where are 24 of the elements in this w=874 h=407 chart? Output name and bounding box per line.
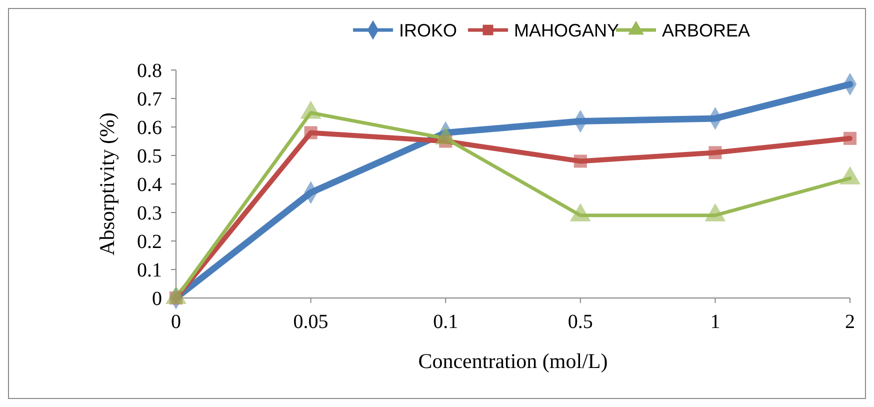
legend-label: IROKO bbox=[399, 20, 458, 40]
legend-label: MAHOGANY bbox=[514, 20, 620, 40]
point bbox=[843, 132, 857, 145]
y-tick-label: 0.8 bbox=[137, 60, 162, 82]
x-tick-label: 2 bbox=[845, 311, 855, 333]
x-tick-label: 0.1 bbox=[433, 311, 458, 333]
y-tick-label: 0.2 bbox=[137, 231, 162, 253]
legend-label: ARBOREA bbox=[662, 20, 750, 40]
y-tick-label: 0.1 bbox=[137, 260, 162, 282]
x-tick-label: 1 bbox=[710, 311, 720, 333]
y-axis-title: Absorptivity (%) bbox=[95, 112, 119, 256]
point bbox=[574, 154, 587, 168]
y-tick-label: 0 bbox=[152, 288, 162, 310]
x-tick-label: 0.5 bbox=[568, 311, 593, 333]
y-tick-label: 0.4 bbox=[137, 174, 162, 196]
point bbox=[304, 126, 318, 140]
y-tick-label: 0.7 bbox=[137, 88, 162, 110]
y-tick-label: 0.6 bbox=[137, 117, 162, 139]
x-axis-title: Concentration (mol/L) bbox=[418, 349, 608, 373]
y-tick-label: 0.5 bbox=[137, 146, 162, 168]
y-tick-label: 0.3 bbox=[137, 202, 162, 224]
point bbox=[708, 146, 722, 160]
x-tick-label: 0 bbox=[171, 311, 181, 333]
x-tick-label: 0.05 bbox=[293, 311, 328, 333]
